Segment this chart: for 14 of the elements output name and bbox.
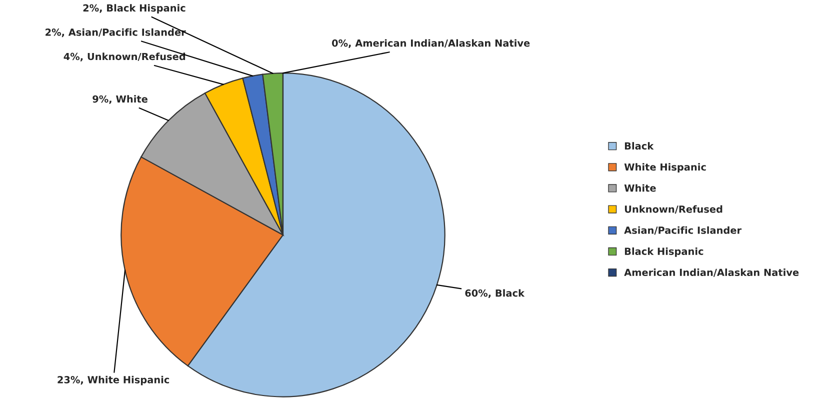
legend-label: White [624, 184, 656, 192]
data-label: 23%, White Hispanic [58, 376, 170, 386]
legend-label: Black Hispanic [624, 247, 704, 257]
legend-label: Black [624, 142, 654, 150]
legend-label: Unknown/Refused [624, 205, 722, 214]
data-label: 60%, Black [465, 289, 525, 298]
legend-label: White Hispanic [624, 163, 706, 173]
text: 0%, American Indian/Alaskan Native [332, 39, 530, 48]
legend-label: American Indian/Alaskan Native [624, 268, 799, 277]
data-label: 9%, White [92, 95, 148, 104]
legend-label: Asian/Pacific Islander [624, 226, 742, 235]
data-label: 2%, Asian/Pacific Islander [46, 28, 186, 38]
data-label: 4%, Unknown/Refused [64, 52, 186, 62]
data-label: 2%, Black Hispanic [83, 4, 186, 14]
